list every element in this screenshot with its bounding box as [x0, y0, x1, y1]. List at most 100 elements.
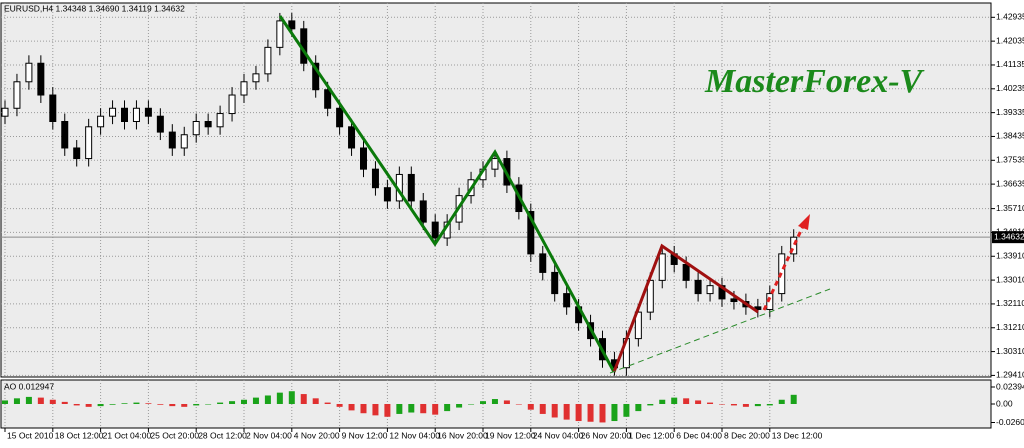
y-tick-label: 1.31210 [996, 322, 1024, 332]
ao-bar [754, 404, 761, 407]
ao-bar [563, 404, 570, 420]
candle-body [97, 115, 105, 128]
x-tick-label: 19 Nov 12:00 [485, 430, 536, 440]
ao-bar [133, 402, 140, 404]
candle-body [371, 168, 379, 189]
ao-bar [276, 392, 283, 404]
ao-bar [456, 404, 463, 408]
ao-bar [348, 404, 355, 411]
y-tick-label: 1.42035 [996, 35, 1024, 45]
ao-bar [659, 399, 666, 404]
ao-bar [790, 394, 797, 404]
y-tick-label: 1.35710 [996, 203, 1024, 213]
ao-bar [396, 404, 403, 414]
x-tick-label: 6 Dec 04:00 [676, 430, 722, 440]
ao-bar [647, 404, 654, 406]
candle-body [109, 107, 117, 117]
ao-bar [217, 402, 224, 404]
ao-bar [623, 404, 630, 417]
x-tick-label: 16 Nov 20:00 [437, 430, 488, 440]
candle-body [216, 113, 224, 128]
ao-bar [539, 404, 546, 414]
ao-bar [300, 394, 307, 404]
candle-body [694, 279, 702, 295]
ao-bar [766, 404, 773, 406]
x-tick-label: 25 Oct 20:00 [150, 430, 199, 440]
candle-body [264, 46, 272, 75]
ao-bar [49, 399, 56, 404]
ao-bar [97, 404, 104, 407]
y-tick-label: 1.41135 [996, 59, 1024, 69]
candle-body [527, 211, 535, 255]
wave-line [612, 243, 759, 373]
candle-body [132, 107, 140, 122]
x-tick-label: 18 Oct 12:00 [55, 430, 104, 440]
indicator-y-tick-label: 0.00 [996, 398, 1013, 408]
x-tick-label: 24 Nov 04:00 [533, 430, 584, 440]
candle-body [419, 200, 427, 223]
candle-body [336, 107, 344, 128]
ao-bar [635, 404, 642, 412]
candle-body [204, 120, 212, 128]
candle-body [407, 173, 415, 202]
candle-body [706, 285, 714, 295]
ao-bar [121, 403, 128, 404]
x-tick-label: 21 Oct 04:00 [103, 430, 152, 440]
y-tick-label: 1.37535 [996, 155, 1024, 165]
ao-bar [288, 391, 295, 404]
candle-body [49, 94, 57, 122]
ao-bar [169, 404, 176, 407]
candle-body [360, 147, 367, 170]
candle-body [276, 20, 284, 48]
ao-bar [25, 396, 32, 404]
ao-bar [229, 401, 236, 404]
x-tick-label: 4 Nov 20:00 [294, 430, 340, 440]
candle-body [682, 263, 690, 281]
ao-bar [384, 404, 391, 417]
ao-bar [61, 401, 68, 404]
candle-body [790, 236, 798, 255]
candle-body [13, 81, 21, 109]
candle-body [121, 107, 128, 122]
y-tick-label: 1.33010 [996, 274, 1024, 284]
y-tick-label: 1.29410 [996, 370, 1024, 380]
indicator-y-tick-label: -0.02608 [996, 417, 1024, 427]
candle-body [383, 187, 391, 202]
ao-bar [85, 404, 92, 407]
candle-body [180, 134, 188, 149]
candle-body [539, 253, 547, 273]
ao-bar [599, 404, 606, 423]
ao-bar [312, 398, 319, 404]
forecast-arrow [762, 223, 806, 311]
ao-bar [611, 404, 618, 422]
ao-bar [372, 404, 379, 416]
ao-bar [324, 402, 331, 404]
y-tick-label: 1.36635 [996, 178, 1024, 188]
ao-bar [181, 404, 188, 407]
candle-body [37, 62, 45, 96]
candle-body [730, 298, 738, 303]
ao-bar [742, 404, 749, 407]
chart-title: EURUSD,H4 1.34348 1.34690 1.34119 1.3463… [4, 3, 185, 13]
ao-bar [420, 404, 427, 414]
candle-body [551, 271, 559, 295]
x-tick-label: 12 Nov 04:00 [389, 430, 440, 440]
candle-body [1, 107, 9, 117]
ao-bar [527, 404, 534, 410]
ao-bar [241, 399, 247, 404]
candle-body [85, 126, 93, 160]
ao-bar [719, 404, 725, 405]
ao-bar [252, 397, 259, 404]
ao-bar [336, 404, 343, 407]
x-tick-label: 9 Nov 12:00 [342, 430, 388, 440]
candle-body [324, 89, 332, 109]
ao-bar [432, 404, 439, 415]
ao-bar [360, 404, 367, 414]
ao-bar [503, 400, 510, 404]
ao-bar [145, 403, 152, 404]
y-tick-label: 1.40235 [996, 83, 1024, 93]
y-tick-label: 1.30310 [996, 346, 1024, 356]
ao-bar [587, 404, 594, 422]
x-tick-label: 1 Dec 12:00 [628, 430, 674, 440]
candle-body [658, 253, 666, 281]
